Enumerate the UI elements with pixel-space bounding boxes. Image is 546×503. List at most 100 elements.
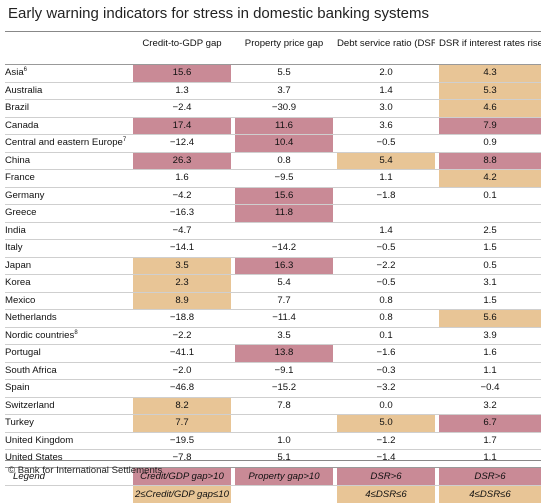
header-credit: Credit-to-GDP gap: [142, 38, 222, 49]
table-row: Nordic countries8 −2.2 3.5 0.1 3.9: [5, 327, 541, 345]
country-label: India: [5, 224, 26, 236]
property-gap-cell: −30.9: [271, 102, 297, 113]
credit-gap-cell: −12.4: [169, 137, 195, 148]
country-label: Canada: [5, 119, 39, 131]
property-gap-cell: 5.5: [277, 67, 291, 78]
dsr-rise-cell: −0.4: [480, 382, 500, 393]
credit-gap-cell: −16.3: [169, 207, 195, 218]
table-row: Canada 17.4 11.6 3.6 7.9: [5, 117, 541, 135]
dsr-cell: 5.0: [337, 414, 435, 432]
credit-gap-cell: −41.1: [169, 347, 195, 358]
credit-gap-cell: −7.8: [172, 452, 192, 463]
country-name: Greece: [5, 205, 133, 223]
dsr-rise-cell: [439, 205, 541, 223]
table-row: Switzerland 8.2 7.8 0.0 3.2: [5, 397, 541, 415]
table-row: Brazil −2.4 −30.9 3.0 4.6: [5, 99, 541, 118]
credit-gap-cell: 7.7: [133, 414, 231, 432]
property-gap-cell: 15.6: [235, 187, 333, 205]
dsr-cell: 3.0: [379, 102, 393, 113]
legend-property-high: Property gap>10: [235, 467, 333, 485]
table-row: Spain −46.8 −15.2 −3.2 −0.4: [5, 379, 541, 398]
country-name: Japan: [5, 257, 133, 275]
country-label: Switzerland: [5, 399, 55, 411]
property-gap-cell: 16.3: [235, 257, 333, 275]
country-name: China: [5, 152, 133, 170]
footnote-marker: 6: [23, 66, 28, 73]
credit-gap-cell: −19.5: [169, 434, 195, 446]
country-label: Italy: [5, 242, 23, 253]
table-body: Asia6 15.6 5.5 2.0 4.3 Australia 1.3 3.7 1.4 5.3 B…: [5, 64, 541, 468]
credit-gap-cell: −2.2: [172, 329, 192, 341]
dsr-cell: −1.6: [376, 347, 396, 358]
country-name: Brazil: [5, 100, 133, 118]
credit-gap-cell: 17.4: [133, 117, 231, 135]
legend-dsr-medium: 4≤DSR≤6: [337, 485, 435, 503]
table-row: Mexico 8.9 7.7 0.8 1.5: [5, 292, 541, 310]
country-label: Brazil: [5, 102, 29, 113]
country-label: Greece: [5, 207, 37, 218]
property-gap-cell: 7.8: [277, 399, 291, 411]
credit-gap-cell: 15.6: [133, 64, 231, 82]
credit-gap-cell: 1.3: [175, 84, 189, 96]
table-row: United States −7.8 5.1 −1.4 1.1: [5, 449, 541, 468]
credit-gap-cell: −2.4: [172, 102, 192, 113]
country-label: Germany: [5, 189, 45, 201]
dsr-rise-cell: 4.6: [439, 99, 541, 117]
dsr-cell: −0.5: [376, 137, 396, 148]
dsr-rise-cell: 6.7: [439, 414, 541, 432]
dsr-rise-cell: 7.9: [439, 117, 541, 135]
dsr-rise-cell: 4.2: [439, 169, 541, 187]
country-name: Germany: [5, 187, 133, 205]
country-name: Italy: [5, 240, 133, 258]
country-name: Spain: [5, 380, 133, 398]
legend-row-1: Legend Credit/GDP gap>10 Property gap>10…: [5, 467, 541, 485]
legend-dsr-rise-medium: 4≤DSR≤6: [439, 485, 541, 503]
property-gap-cell: −14.2: [271, 242, 297, 253]
dsr-rise-cell: 2.5: [483, 224, 497, 236]
country-label: United Kingdom: [5, 434, 74, 446]
property-gap-cell: 0.8: [277, 154, 291, 166]
legend-credit-high: Credit/GDP gap>10: [133, 467, 231, 485]
table-row: France 1.6 −9.5 1.1 4.2: [5, 169, 541, 187]
dsr-cell: 0.0: [379, 399, 393, 411]
property-gap-cell: 13.8: [235, 344, 333, 362]
country-label: France: [5, 172, 35, 183]
indicators-table: Credit-to-GDP gap Property price gap Deb…: [5, 38, 541, 503]
dsr-cell: 1.4: [379, 224, 393, 236]
country-name: United States: [5, 450, 133, 468]
credit-gap-cell: 8.9: [133, 292, 231, 310]
dsr-cell: −0.3: [376, 364, 396, 376]
dsr-cell: −2.2: [376, 259, 396, 271]
property-gap-cell: 5.1: [277, 452, 291, 463]
header-dsr: Debt service ratio (DSR): [337, 38, 435, 49]
table-row: Greece −16.3 11.8: [5, 204, 541, 223]
dsr-rise-cell: 1.6: [483, 347, 497, 358]
credit-gap-cell: −18.8: [169, 312, 195, 323]
property-gap-cell: 10.4: [235, 134, 333, 152]
dsr-rise-cell: 0.1: [483, 189, 497, 201]
legend-dsr-rise-high: DSR>6: [439, 467, 541, 485]
credit-gap-cell: −14.1: [169, 242, 195, 253]
dsr-cell: −1.8: [376, 189, 396, 201]
country-name: United Kingdom: [5, 432, 133, 450]
table-row: South Africa −2.0 −9.1 −0.3 1.1: [5, 362, 541, 380]
dsr-rise-cell: 8.8: [439, 152, 541, 170]
dsr-cell: −3.2: [376, 382, 396, 393]
dsr-cell: 0.8: [379, 294, 393, 306]
property-gap-cell: [235, 222, 333, 240]
legend-credit-medium: 2≤Credit/GDP gap≤10: [133, 485, 231, 503]
country-label: Spain: [5, 382, 30, 393]
country-name: Switzerland: [5, 397, 133, 415]
credit-gap-cell: −46.8: [169, 382, 195, 393]
country-name: South Africa: [5, 362, 133, 380]
country-label: Korea: [5, 277, 31, 288]
dsr-rise-cell: 1.5: [483, 242, 497, 253]
table-row: Germany −4.2 15.6 −1.8 0.1: [5, 187, 541, 205]
dsr-rise-cell: 3.2: [483, 399, 497, 411]
country-name: Korea: [5, 275, 133, 293]
dsr-cell: 0.1: [379, 329, 393, 341]
country-label: Japan: [5, 259, 32, 271]
country-name: Portugal: [5, 345, 133, 363]
table-row: Japan 3.5 16.3 −2.2 0.5: [5, 257, 541, 275]
title-divider: [5, 31, 541, 32]
